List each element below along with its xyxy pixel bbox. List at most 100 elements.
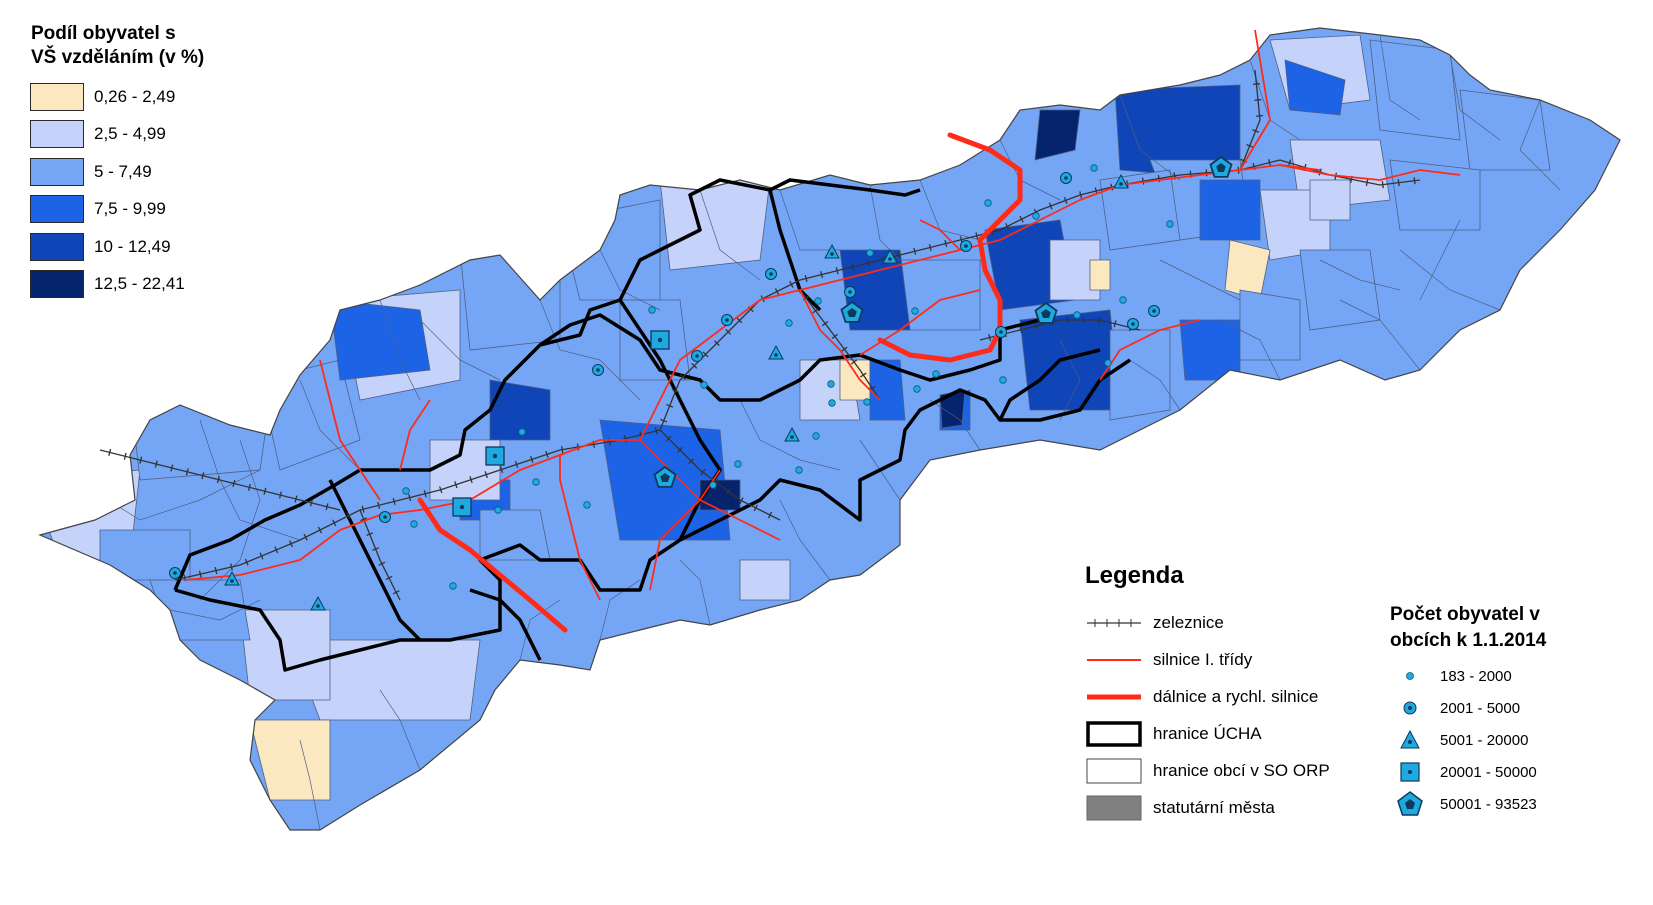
map-legend: Legenda zeleznice silnice I. třídy dálni… xyxy=(1085,562,1415,826)
village-dot-symbol xyxy=(734,460,742,468)
railway-tick xyxy=(514,460,519,468)
railway-tick xyxy=(123,452,127,460)
highways xyxy=(417,132,1023,633)
railway-tick xyxy=(1110,183,1114,191)
railway-tick xyxy=(928,243,932,251)
village-dot-symbol xyxy=(1090,164,1098,172)
railway-tick xyxy=(198,570,202,578)
village-dot-symbol xyxy=(1166,220,1174,228)
railway-tick xyxy=(660,418,668,423)
railway-tick xyxy=(310,499,313,507)
pop-row-2: 2001 - 5000 xyxy=(1390,692,1640,724)
village-dot-symbol xyxy=(709,481,717,489)
village-ringed-dot-symbol xyxy=(1148,305,1160,317)
municipality-area xyxy=(1239,289,1301,361)
railway-tick xyxy=(274,546,279,554)
railway-tick xyxy=(1034,322,1038,330)
railway-tick xyxy=(691,362,698,369)
railway-tick xyxy=(1252,83,1260,86)
railway-tick xyxy=(944,239,948,248)
village-dot-symbol xyxy=(449,582,457,590)
municipal-boundary xyxy=(379,299,421,401)
railway-tick xyxy=(232,479,236,488)
railway-tick xyxy=(545,450,549,458)
municipality-area xyxy=(1459,89,1551,171)
municipality-area xyxy=(429,439,501,501)
railway-line xyxy=(799,289,881,401)
highway-icon xyxy=(1085,683,1143,711)
town-triangle-symbol xyxy=(224,570,240,586)
choropleth-swatch xyxy=(30,232,84,261)
choropleth-class-5: 10 - 12,49 xyxy=(30,228,270,266)
village-ringed-dot-symbol xyxy=(169,567,181,579)
village-ringed-dot-symbol xyxy=(379,511,391,523)
railway-line xyxy=(99,449,341,511)
railway-tick xyxy=(860,372,867,378)
choropleth-swatch xyxy=(30,157,84,186)
municipality-area xyxy=(1099,169,1181,251)
municipality-area xyxy=(1049,239,1101,301)
town-square-symbol xyxy=(452,497,472,517)
railway-tick xyxy=(725,488,732,495)
municipality-area xyxy=(1109,329,1171,421)
village-ringed-dot-symbol xyxy=(592,364,604,376)
railway-tick xyxy=(851,263,855,271)
railway-tick xyxy=(366,532,374,537)
choropleth-class-label: 12,5 - 22,41 xyxy=(94,274,185,294)
village-dot-symbol xyxy=(828,399,836,407)
railway-tick xyxy=(1268,159,1271,167)
municipal-boundary xyxy=(1319,259,1401,291)
railway-tick xyxy=(1063,196,1068,204)
railway-tick xyxy=(820,271,824,279)
municipal-boundary xyxy=(1129,359,1181,411)
municipal-boundary xyxy=(1399,249,1501,311)
railway-tick xyxy=(1252,129,1260,133)
railway-line xyxy=(359,509,401,601)
railway-tick xyxy=(332,519,337,527)
municipal-boundary xyxy=(1339,299,1421,371)
legend-label-statutory-cities: statutární města xyxy=(1153,797,1275,817)
railway-tick xyxy=(170,464,174,472)
legend-label-ucha-border: hranice ÚCHA xyxy=(1153,723,1262,743)
municipal-boundary xyxy=(1159,259,1241,301)
railway-tick xyxy=(294,495,298,503)
railway-tick xyxy=(736,317,743,324)
legend-row-municipal-border: hranice obcí v SO ORP xyxy=(1085,752,1415,789)
railway-tick xyxy=(831,333,838,340)
municipal-boundary xyxy=(379,689,421,771)
railway-tick xyxy=(665,435,672,442)
square-icon xyxy=(1390,758,1430,786)
municipality-area xyxy=(1389,159,1481,231)
choropleth-class-label: 0,26 - 2,49 xyxy=(94,86,176,106)
grey-fill-icon xyxy=(1085,794,1143,822)
legend-row-railway: zeleznice xyxy=(1085,604,1415,641)
railway-tick xyxy=(201,472,205,480)
village-dot-symbol xyxy=(999,376,1007,384)
municipality-area xyxy=(249,719,331,801)
railway-tick xyxy=(214,566,218,575)
village-dot-symbol xyxy=(532,478,540,486)
town-triangle-symbol xyxy=(882,248,898,264)
railway-tick xyxy=(408,494,412,502)
town-triangle-symbol xyxy=(310,595,326,611)
legend-label-railway: zeleznice xyxy=(1153,612,1224,632)
municipal-boundary xyxy=(699,189,761,281)
municipal-boundary xyxy=(1449,54,1501,141)
village-dot-symbol xyxy=(494,506,502,514)
railway-tick xyxy=(725,328,732,335)
railway-tick xyxy=(377,501,381,509)
railway-tick xyxy=(1098,316,1101,324)
railway-tick xyxy=(230,563,233,571)
village-dot-symbol xyxy=(1119,296,1127,304)
municipal-boundary xyxy=(1379,34,1421,121)
population-title-line1: Počet obyvatel v xyxy=(1390,604,1540,625)
municipal-boundary xyxy=(419,319,501,381)
municipality-area xyxy=(899,259,981,331)
municipal-boundary xyxy=(869,184,901,261)
railway-tick xyxy=(378,561,386,566)
town-triangle-symbol xyxy=(784,426,800,442)
legend-label-municipal-border: hranice obcí v SO ORP xyxy=(1153,760,1330,780)
small-dot-icon xyxy=(1390,662,1430,690)
railway-tick xyxy=(1246,143,1254,148)
municipality-area xyxy=(329,299,431,381)
